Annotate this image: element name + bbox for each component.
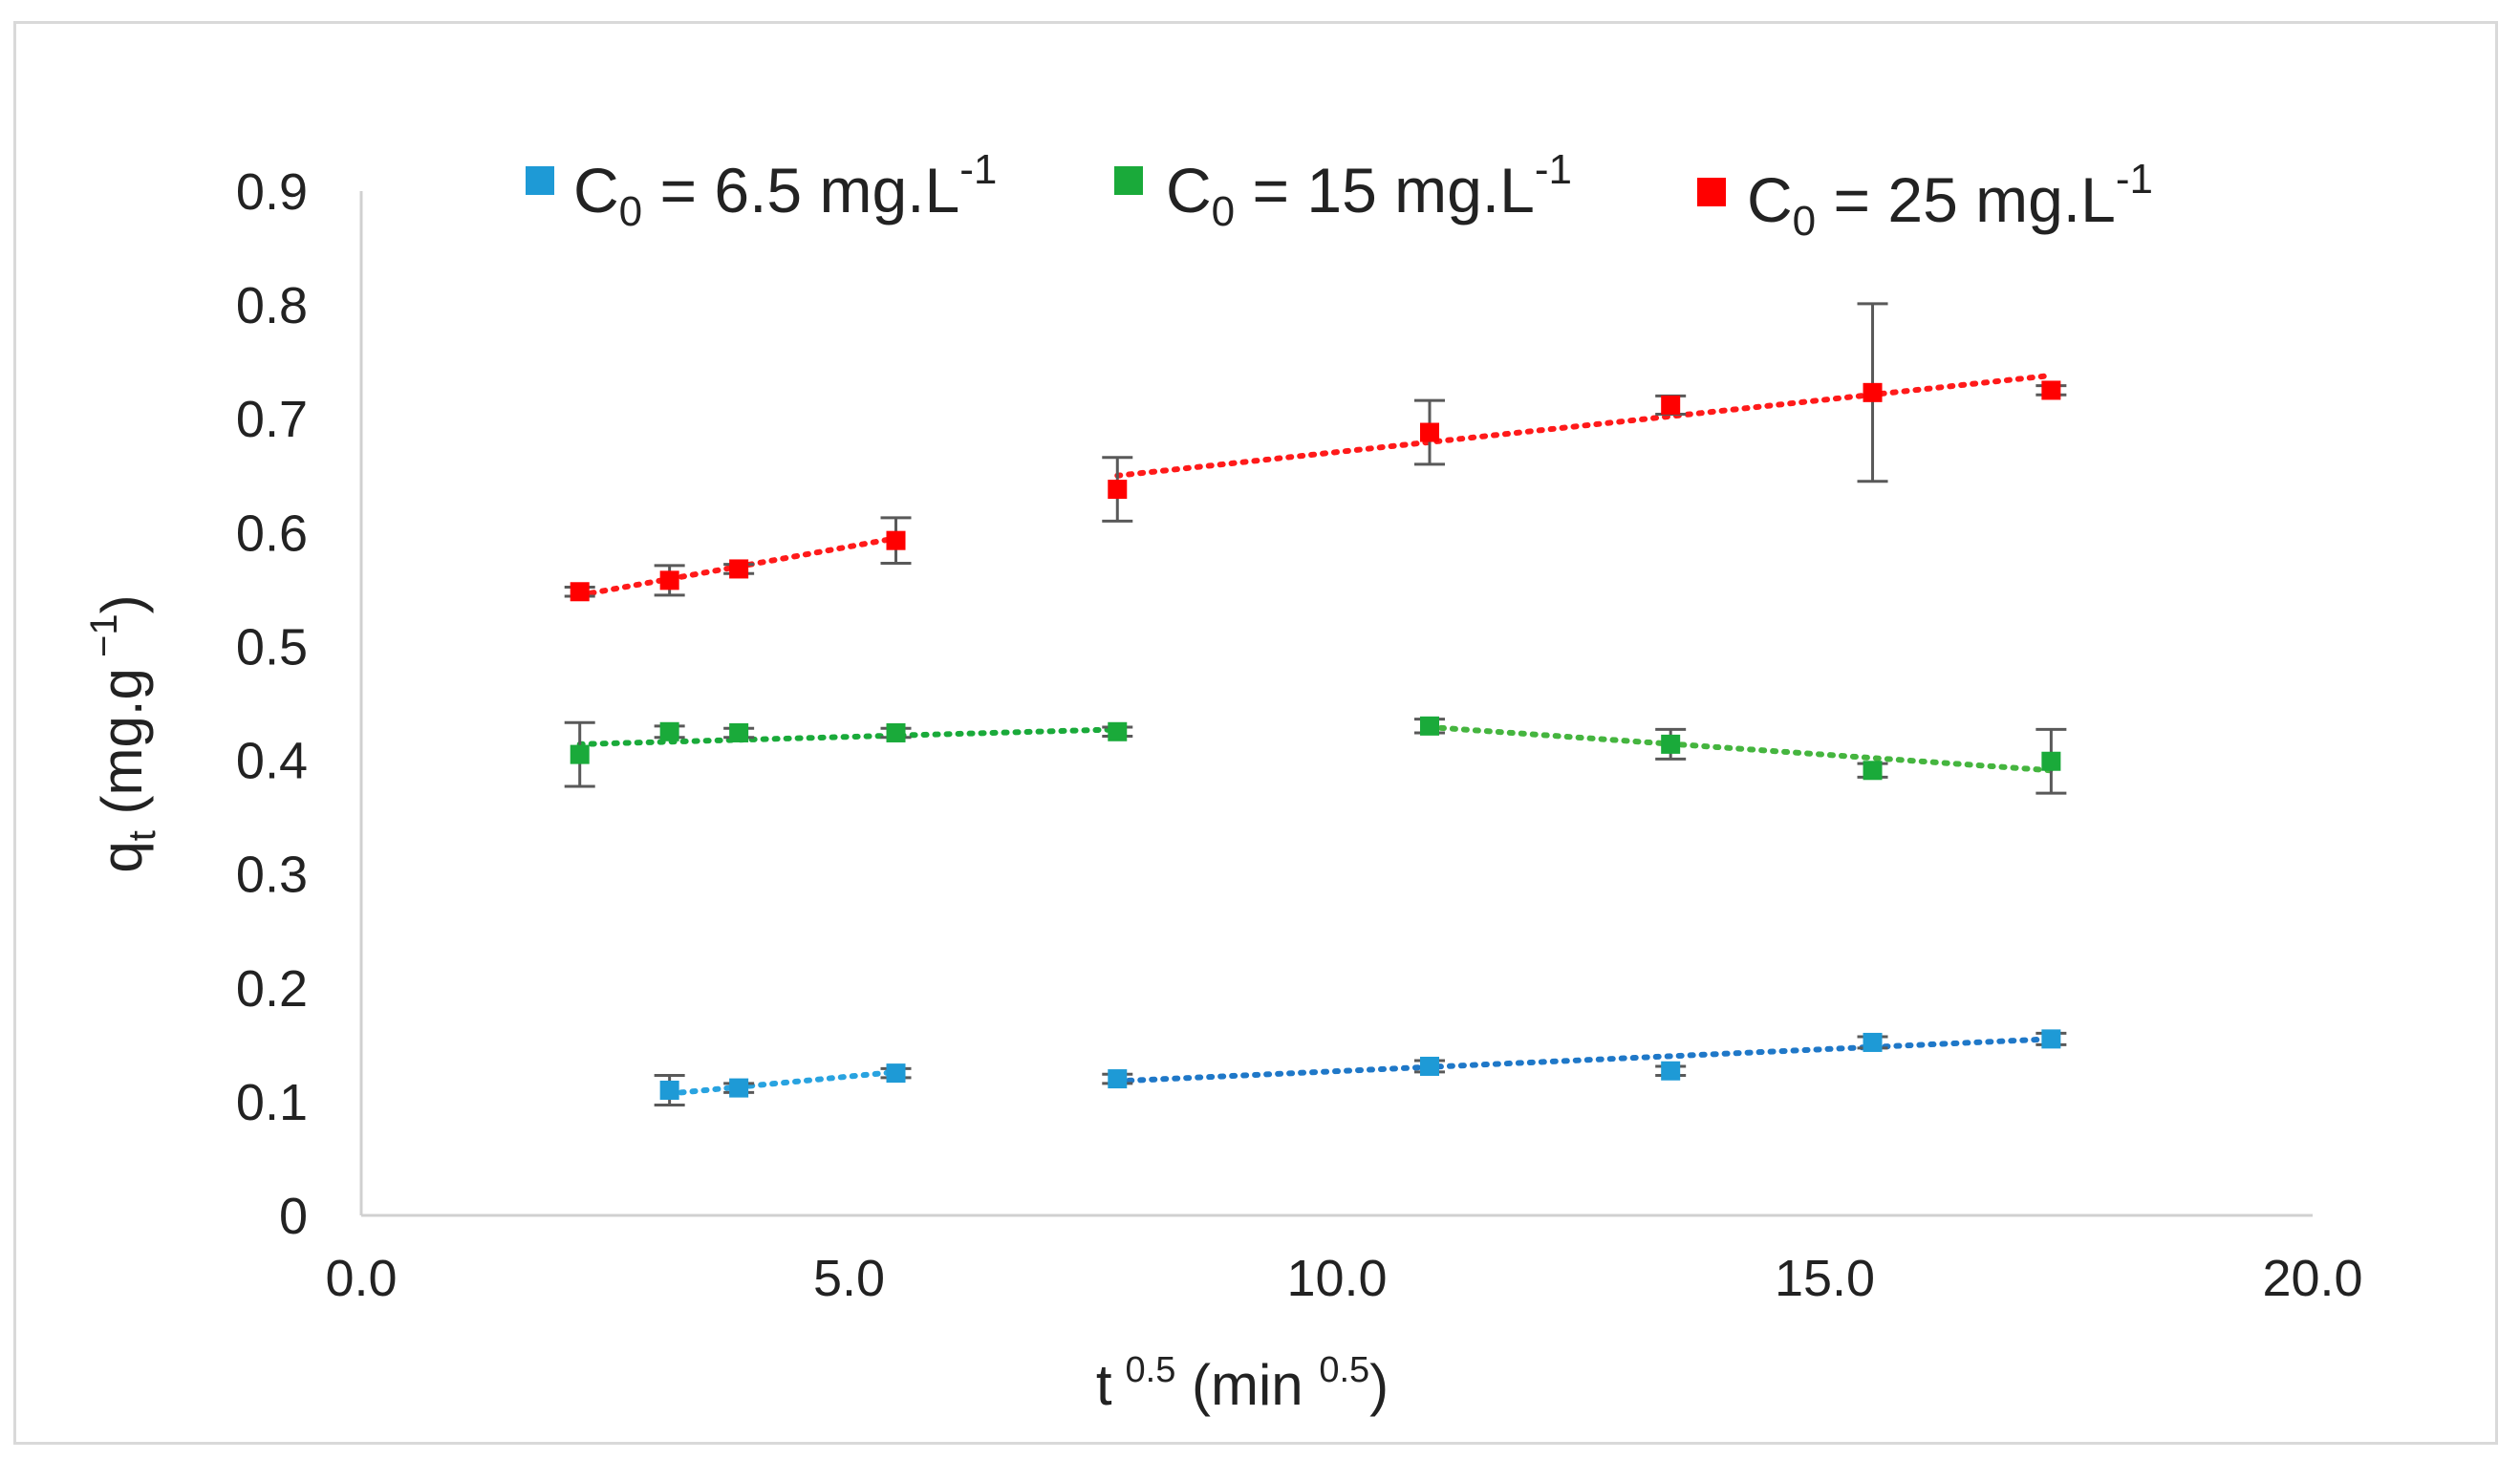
data-point-series-3 xyxy=(659,570,679,590)
data-point-series-1 xyxy=(659,1080,679,1100)
data-point-series-1 xyxy=(1108,1069,1128,1089)
y-axis-title-close: ) xyxy=(90,594,154,613)
y-axis-title-sub: t xyxy=(121,830,163,841)
data-point-series-1 xyxy=(729,1078,749,1098)
x-tick-label: 20.0 xyxy=(2262,1250,2362,1307)
y-tick-label: 0.6 xyxy=(236,505,308,562)
data-point-series-3 xyxy=(729,559,749,579)
legend-item-series-2: C0 = 15 mg.L-1 xyxy=(1114,146,1572,235)
data-point-series-3 xyxy=(1661,395,1681,415)
chart-frame xyxy=(13,21,2498,1445)
trendline-series-1 xyxy=(666,1068,899,1097)
legend-marker-series-3 xyxy=(1697,178,1726,206)
data-point-series-2 xyxy=(886,722,906,742)
x-axis-title-main: t xyxy=(1096,1353,1112,1417)
data-point-series-3 xyxy=(1419,422,1439,442)
x-axis-title-unit-sup: 0.5 xyxy=(1319,1350,1369,1390)
x-tick-label: 5.0 xyxy=(813,1250,885,1307)
y-tick-label: 0.8 xyxy=(236,277,308,334)
data-point-series-2 xyxy=(729,722,749,742)
legend-marker-series-2 xyxy=(1114,166,1143,195)
y-tick-label: 0.7 xyxy=(236,391,308,448)
data-point-series-2 xyxy=(1108,721,1128,741)
legend-label-series-2: C0 = 15 mg.L-1 xyxy=(1166,146,1572,235)
x-tick-label: 0.0 xyxy=(325,1250,397,1307)
legend-label-series-3: C0 = 25 mg.L-1 xyxy=(1747,156,2153,245)
data-point-series-2 xyxy=(1419,716,1439,736)
trendline-series-1 xyxy=(1114,1036,2055,1084)
data-points xyxy=(570,380,2061,1100)
error-bars xyxy=(564,302,2067,1106)
data-point-series-3 xyxy=(570,582,590,602)
y-tick-label: 0.5 xyxy=(236,618,308,676)
x-axis-title-unit: (min xyxy=(1175,1353,1319,1417)
legend-marker-series-1 xyxy=(526,166,554,195)
x-axis-title-sup: 0.5 xyxy=(1126,1350,1176,1390)
data-point-series-1 xyxy=(1419,1056,1439,1076)
y-tick-label: 0.3 xyxy=(236,847,308,904)
y-axis-title: qt (mg.g −1) xyxy=(83,594,163,872)
legend-item-series-1: C0 = 6.5 mg.L-1 xyxy=(526,146,997,235)
data-point-series-2 xyxy=(1661,734,1681,754)
trendlines xyxy=(576,372,2055,1097)
y-tick-labels: 0 0.1 0.2 0.3 0.4 0.5 0.6 0.7 0.8 0.9 xyxy=(236,163,308,1245)
y-axis-title-main: q xyxy=(90,841,154,872)
x-tick-labels: 0.0 5.0 10.0 15.0 20.0 xyxy=(325,1250,2362,1307)
y-axis-title-unit: (mg.g xyxy=(90,668,154,830)
x-axis-title-close: ) xyxy=(1369,1353,1389,1417)
data-point-series-1 xyxy=(1863,1032,1883,1052)
data-point-series-1 xyxy=(1661,1061,1681,1081)
trendline-series-3 xyxy=(1114,372,2055,479)
y-tick-label: 0.9 xyxy=(236,163,308,221)
x-tick-label: 10.0 xyxy=(1286,1250,1387,1307)
y-tick-label: 0 xyxy=(279,1188,308,1245)
trendline-series-2 xyxy=(1426,724,2055,774)
data-point-series-3 xyxy=(2041,380,2061,400)
y-axis-title-sup: −1 xyxy=(83,613,125,668)
legend-label-series-1: C0 = 6.5 mg.L-1 xyxy=(573,146,997,235)
data-point-series-2 xyxy=(570,744,590,764)
x-axis-title: t 0.5 (min 0.5) xyxy=(1096,1350,1389,1417)
data-point-series-1 xyxy=(2041,1029,2061,1049)
trendline-series-2 xyxy=(576,726,1121,747)
y-tick-label: 0.2 xyxy=(236,960,308,1018)
data-point-series-3 xyxy=(1108,480,1128,500)
y-tick-label: 0.4 xyxy=(236,733,308,790)
x-tick-label: 15.0 xyxy=(1775,1250,1875,1307)
data-point-series-1 xyxy=(886,1063,906,1084)
data-point-series-2 xyxy=(2041,751,2061,771)
legend-item-series-3: C0 = 25 mg.L-1 xyxy=(1697,156,2153,245)
data-point-series-2 xyxy=(1863,761,1883,781)
data-point-series-2 xyxy=(659,721,679,741)
data-point-series-3 xyxy=(1863,382,1883,402)
y-tick-label: 0.1 xyxy=(236,1074,308,1131)
legend: C0 = 6.5 mg.L-1 C0 = 15 mg.L-1 C0 = 25 m… xyxy=(526,146,2153,245)
data-point-series-3 xyxy=(886,530,906,550)
